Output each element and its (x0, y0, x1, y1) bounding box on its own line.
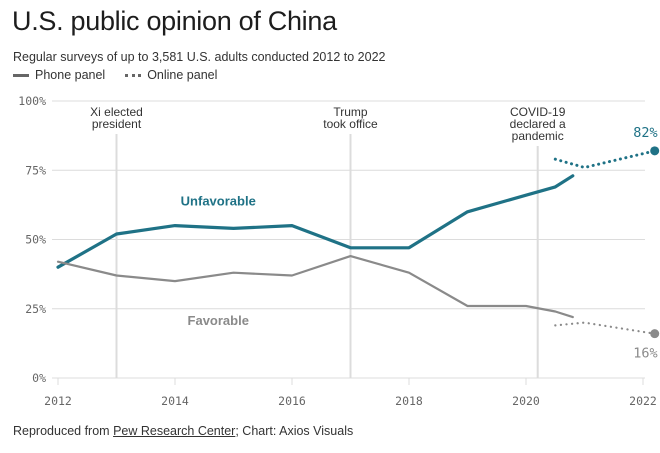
annotation-text: COVID-19 (510, 105, 566, 119)
y-tick-label: 25% (25, 302, 46, 316)
y-tick-label: 0% (32, 371, 46, 385)
chart-title: U.S. public opinion of China (12, 6, 337, 36)
favorable-online-line (554, 321, 656, 335)
x-tick-label: 2020 (512, 394, 540, 408)
source-suffix: ; Chart: Axios Visuals (235, 424, 354, 438)
series-layer (56, 146, 660, 339)
end-point-marker (650, 146, 660, 156)
x-tick-label: 2016 (278, 394, 306, 408)
series-label: Unfavorable (181, 194, 256, 209)
source-note: Reproduced from Pew Research Center; Cha… (13, 424, 353, 438)
unfavorable-phone-line (56, 174, 575, 269)
series-label: Favorable (188, 313, 249, 328)
annotation-text: Trump (333, 105, 368, 119)
end-point-marker (650, 329, 660, 339)
annotation-text: pandemic (512, 129, 564, 143)
legend-dotted-swatch (125, 73, 142, 77)
favorable-phone-line (56, 255, 574, 319)
annotation-text: president (92, 117, 142, 131)
legend-phone-label: Phone panel (35, 68, 106, 82)
grid-layer: 0% 25% 50% 75% 100% 2012 2014 2016 2018 2020 2022 (18, 94, 657, 408)
annotation-text: took office (323, 117, 378, 131)
chart-subtitle: Regular surveys of up to 3,581 U.S. adul… (13, 50, 386, 64)
end-value-label: 16% (633, 346, 657, 362)
annotation-text: declared a (510, 117, 566, 131)
label-layer: 82% 16% Unfavorable Favorable (181, 125, 658, 362)
y-tick-label: 75% (25, 163, 46, 177)
legend: Phone panel Online panel (13, 68, 217, 82)
source-link[interactable]: Pew Research Center (113, 424, 236, 438)
legend-online-label: Online panel (147, 68, 218, 82)
source-prefix: Reproduced from (13, 424, 114, 438)
y-tick-label: 100% (18, 94, 46, 108)
y-tick-label: 50% (25, 233, 46, 247)
annotation-text: Xi elected (90, 105, 143, 119)
unfavorable-online-line (553, 149, 657, 169)
legend-solid-swatch (13, 73, 29, 77)
x-tick-label: 2018 (395, 394, 423, 408)
x-tick-label: 2022 (629, 394, 657, 408)
end-value-label: 82% (633, 125, 657, 141)
x-tick-label: 2012 (44, 394, 72, 408)
x-tick-label: 2014 (161, 394, 189, 408)
